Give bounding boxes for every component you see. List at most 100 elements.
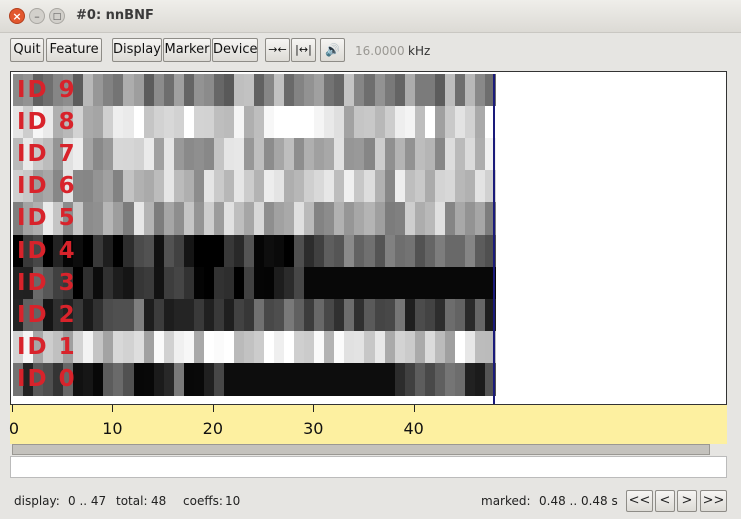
- zoom-in-icon[interactable]: →←: [265, 38, 290, 62]
- heatmap-cell: [344, 138, 356, 171]
- heatmap-cell: [334, 202, 345, 236]
- heatmap-cell: [344, 266, 356, 300]
- heatmap-cell: [294, 362, 305, 396]
- heatmap-cell: [324, 298, 335, 332]
- heatmap-cell: [444, 330, 456, 364]
- heatmap-cell: [113, 266, 125, 300]
- heatmap-cell: [53, 202, 64, 236]
- close-button[interactable]: ×: [9, 8, 25, 24]
- heatmap-cell: [294, 138, 305, 171]
- heatmap-cell: [364, 106, 376, 139]
- heatmap-cell: [424, 74, 436, 107]
- heatmap-cell: [384, 298, 396, 332]
- heatmap-cell: [73, 74, 84, 107]
- heatmap-cell: [364, 138, 376, 171]
- heatmap-cell: [484, 74, 496, 107]
- heatmap-cell: [254, 298, 265, 332]
- zoom-out-icon[interactable]: |↔|: [291, 38, 316, 62]
- heatmap-cell: [414, 362, 426, 396]
- heatmap-cell: [434, 74, 446, 107]
- heatmap-cell: [153, 266, 165, 300]
- heatmap-cell: [163, 106, 175, 139]
- feature-button[interactable]: Feature: [46, 38, 102, 62]
- heatmap-cell: [374, 106, 386, 139]
- heatmap-cell: [13, 106, 24, 139]
- heatmap-cell: [163, 234, 175, 268]
- heatmap-cell: [153, 234, 165, 268]
- heatmap-cell: [274, 170, 285, 203]
- heatmap-cell: [133, 362, 145, 396]
- axis-tick: [212, 405, 214, 412]
- heatmap-cell: [294, 202, 305, 236]
- heatmap-cell: [103, 170, 115, 203]
- horizontal-scrollbar[interactable]: [12, 444, 710, 455]
- marker-button[interactable]: Marker: [163, 38, 211, 62]
- heatmap-cell: [284, 362, 295, 396]
- lower-panel: [10, 456, 727, 478]
- device-button[interactable]: Device: [212, 38, 258, 62]
- heatmap-cell: [464, 362, 476, 396]
- heatmap-cell: [294, 106, 305, 139]
- heatmap-cell: [394, 298, 406, 332]
- axis-tick: [12, 405, 13, 412]
- axis-tick-label: 20: [202, 419, 224, 438]
- heatmap-cell: [264, 266, 275, 300]
- heatmap-cell: [223, 170, 235, 203]
- heatmap-cell: [474, 170, 486, 203]
- heatmap-cell: [243, 74, 255, 107]
- quit-button[interactable]: Quit: [10, 38, 44, 62]
- heatmap-cell: [374, 170, 386, 203]
- prev-page-button[interactable]: <: [655, 490, 675, 512]
- heatmap-cell: [374, 330, 386, 364]
- coeffs-value: 10: [225, 494, 241, 508]
- heatmap-cell: [223, 202, 235, 236]
- heatmap-cell: [354, 138, 366, 171]
- heatmap-cell: [394, 202, 406, 236]
- heatmap-cell: [13, 202, 24, 236]
- heatmap-cell: [394, 138, 406, 171]
- last-page-button[interactable]: >>: [700, 490, 727, 512]
- heatmap-cell: [243, 106, 255, 139]
- heatmap-cell: [123, 298, 135, 332]
- heatmap-cell: [233, 362, 245, 396]
- next-page-button[interactable]: >: [677, 490, 697, 512]
- heatmap-cell: [113, 74, 125, 107]
- heatmap-cell: [23, 234, 34, 268]
- heatmap-cell: [63, 266, 74, 300]
- heatmap-cell: [314, 106, 325, 139]
- heatmap-cell: [394, 74, 406, 107]
- minimize-button[interactable]: –: [29, 8, 45, 24]
- heatmap-cell: [163, 74, 175, 107]
- heatmap-cell: [153, 202, 165, 236]
- heatmap-cell: [454, 106, 466, 139]
- heatmap-cell: [133, 202, 145, 236]
- heatmap-cell: [13, 266, 24, 300]
- heatmap-cell: [33, 330, 44, 364]
- toolbar: Quit Feature Display Marker Device →← |↔…: [0, 33, 741, 67]
- heatmap-cell: [143, 298, 155, 332]
- status-bar: display: 0 .. 47 total: 48 coeffs: 10 ma…: [0, 487, 741, 515]
- heatmap-cell: [444, 170, 456, 203]
- heatmap-cell: [83, 202, 94, 236]
- heatmap-cell: [484, 266, 496, 300]
- heatmap-cell: [83, 170, 94, 203]
- heatmap-cell: [143, 106, 155, 139]
- first-page-button[interactable]: <<: [626, 490, 653, 512]
- heatmap-cell: [133, 298, 145, 332]
- heatmap-cell: [33, 298, 44, 332]
- heatmap-cell: [434, 298, 446, 332]
- heatmap-cell: [223, 74, 235, 107]
- display-button[interactable]: Display: [112, 38, 162, 62]
- heatmap-cell: [23, 74, 34, 107]
- feature-canvas[interactable]: ID 9 ID 8 ID 7 ID 6 ID 5 ID 4 ID 3 ID 2 ID 1 ID 0: [10, 71, 727, 405]
- heatmap-cell: [424, 266, 436, 300]
- cursor-line[interactable]: [493, 74, 495, 404]
- heatmap-cell: [133, 106, 145, 139]
- maximize-button[interactable]: □: [49, 8, 65, 24]
- heatmap-cell: [113, 330, 125, 364]
- heatmap-cell: [314, 234, 325, 268]
- heatmap-cell: [33, 362, 44, 396]
- speaker-icon[interactable]: 🔊: [320, 38, 345, 62]
- heatmap-cell: [23, 362, 34, 396]
- heatmap-cell: [284, 170, 295, 203]
